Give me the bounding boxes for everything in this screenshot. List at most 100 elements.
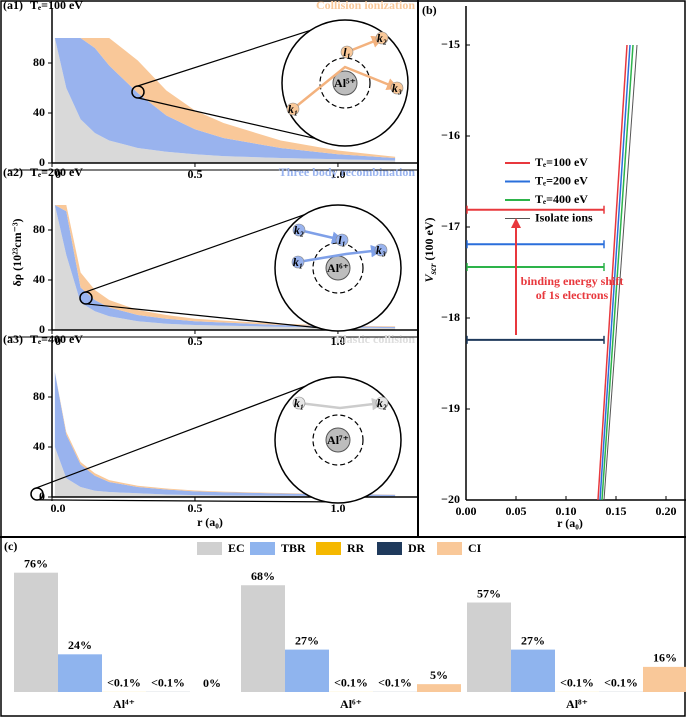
x-tick-label: 0.15 [606,504,627,518]
bar [467,602,511,692]
annotation: Elastic collision [335,332,415,346]
particle-label: k₁ [293,255,303,269]
particle-label: k₃ [376,243,386,257]
particle [340,45,354,59]
legend-label: EC [228,541,245,555]
panel-label: (a3) [3,332,23,346]
y-tick-label: 40 [33,439,45,453]
value-label: 24% [68,638,92,652]
particle-label: k₁ [288,102,298,116]
legend-label: Tₑ=400 eV [535,192,588,206]
area-segment [54,38,396,161]
panel-subtitle: Tₑ=100 eV [30,0,83,12]
bar [511,649,555,692]
x-tick-label: 0.0 [51,501,66,515]
value-label: <0.1% [107,676,141,690]
legend-swatch [437,542,462,555]
value-label: <0.1% [334,676,368,690]
shell [312,242,364,294]
y-tick-label: 40 [33,105,45,119]
area-segment [54,38,396,163]
inset-arrow [298,228,345,244]
inset-arrow [298,397,385,411]
area-segment [54,38,396,158]
legend-label: Isolate ions [535,210,593,224]
inset-arrow [297,244,384,264]
legend-label: CI [468,541,482,555]
legend-label: TBR [281,541,306,555]
x-tick-label: 1.0 [330,501,345,515]
x-axis-label: r (a₀) [557,516,583,530]
zoom-line [85,204,331,293]
value-label: 68% [251,569,275,583]
x-tick-label: 1.0 [330,167,345,181]
panel-subtitle: Tₑ=400 eV [30,332,83,346]
value-label: <0.1% [604,676,638,690]
zoom-circle [30,487,44,501]
particle [375,31,389,45]
annotation: of 1s electrons [536,288,609,302]
legend-swatch [377,542,402,555]
y-tick-label: 40 [33,272,45,286]
particle [292,223,306,237]
y-tick-label: −17 [441,219,460,233]
value-label: <0.1% [151,676,185,690]
zoom-line [38,499,350,503]
particle-label: l₁ [343,45,351,59]
y-axis-label: δρ (10²³cm⁻³) [10,218,24,286]
particle-label: k₃ [392,81,402,95]
bar [58,654,102,692]
panel-label: (c) [4,539,17,553]
area-segment [54,372,396,497]
panel-label: (a2) [3,165,23,179]
y-label-symbol: V [422,274,436,283]
x-tick-label: 0.20 [656,504,677,518]
particle-label: k₂ [294,223,304,237]
zoom-circle [79,291,93,305]
bar [241,585,285,692]
particle [335,233,349,247]
panel-subtitle: Tₑ=200 eV [30,165,83,179]
y-tick-label: 0 [39,322,45,336]
zoom-line [35,377,328,489]
value-label: 0% [203,676,221,690]
x-tick-label: 0.05 [506,504,527,518]
x-tick-label: 0 [55,334,61,348]
category-label: Al⁴⁺ [113,697,135,711]
line-series [601,44,634,501]
category-label: Al⁶⁺ [340,697,362,711]
particle-label: k₂ [377,31,387,45]
particle [291,255,305,269]
particle [375,396,389,410]
inset-arrow [292,65,400,110]
legend-label: Tₑ=200 eV [535,173,588,187]
annotation: Collision ionization [316,0,415,12]
particle [286,102,300,116]
y-tick-label: −18 [441,310,460,324]
legend-swatch [197,542,222,555]
y-label-sub: scr [428,263,438,275]
bar [643,666,686,692]
y-axis-label: Vscr (100 eV) [422,217,438,282]
x-tick-label: 0.5 [187,167,202,181]
value-label: 57% [477,586,501,600]
x-tick-label: 0.5 [187,501,202,515]
y-tick-label: 80 [33,389,45,403]
x-tick-label: 0.00 [456,504,477,518]
nucleus-label: Al⁷⁺ [327,433,349,447]
particle-label: k₂ [377,396,387,410]
bar [285,649,329,692]
x-tick-label: 1.0 [330,334,345,348]
legend-swatch [250,542,275,555]
x-tick-label: 0.5 [187,334,202,348]
y-tick-label: −19 [441,401,460,415]
zoom-circle [131,85,145,99]
legend-label: RR [347,541,365,555]
nucleus-label: Al⁶⁺ [327,261,349,275]
area-segment [54,447,396,497]
legend-label: DR [408,541,426,555]
y-tick-label: 80 [33,222,45,236]
category-label: Al⁸⁺ [566,697,588,711]
